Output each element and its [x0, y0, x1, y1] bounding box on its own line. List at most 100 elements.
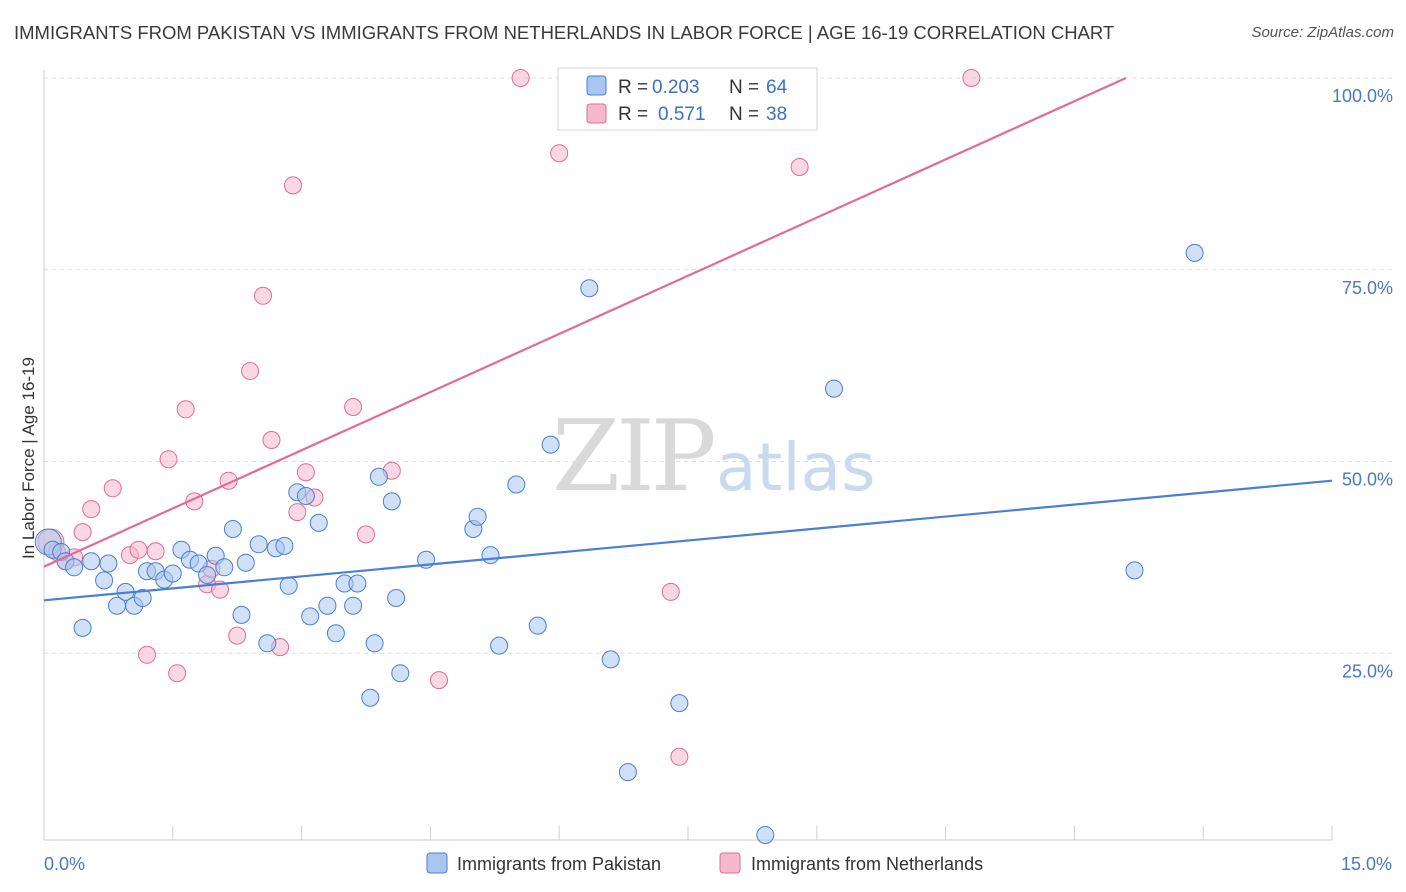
- x-tick-label-max: 15.0%: [1341, 854, 1392, 874]
- netherlands-point-25: [288, 503, 307, 522]
- source-credit: Source: ZipAtlas.com: [1251, 24, 1394, 41]
- watermark-atlas: atlas: [716, 429, 876, 506]
- legend-r-value-netherlands: 0.571: [658, 104, 706, 125]
- pakistan-point-41: [365, 634, 384, 653]
- netherlands-point-12: [168, 664, 187, 683]
- pakistan-point-27: [258, 634, 277, 653]
- y-tick-label-75: 75.0%: [1342, 278, 1393, 298]
- netherlands-trend-line: [43, 76, 1127, 568]
- x-tick-label-min: 0.0%: [44, 854, 85, 874]
- pakistan-trend-line: [43, 479, 1333, 602]
- legend-swatch-pakistan: [586, 75, 607, 96]
- netherlands-point-8: [129, 540, 148, 559]
- netherlands-point-37: [962, 69, 981, 87]
- x-axis-ticks: [43, 826, 1333, 840]
- pakistan-point-33: [301, 607, 320, 626]
- pakistan-points: [34, 243, 1204, 844]
- netherlands-point-24: [284, 176, 302, 195]
- bottom-legend-label-netherlands: Immigrants from Netherlands: [751, 854, 983, 874]
- pakistan-point-26: [249, 535, 268, 554]
- pakistan-point-30: [279, 576, 298, 595]
- legend-n-value-netherlands: 38: [766, 104, 787, 125]
- pakistan-point-24: [232, 605, 251, 624]
- pakistan-point-23: [223, 520, 242, 538]
- pakistan-point-52: [528, 616, 547, 635]
- netherlands-point-5: [82, 500, 101, 519]
- legend-n-label-netherlands: N =: [729, 104, 759, 125]
- pakistan-point-39: [348, 574, 367, 593]
- pakistan-point-35: [318, 596, 337, 615]
- pakistan-point-44: [387, 589, 406, 607]
- pakistan-point-12: [133, 589, 152, 607]
- trend-lines: [43, 76, 1333, 602]
- pakistan-point-51: [507, 475, 526, 494]
- pakistan-point-42: [369, 467, 388, 486]
- pakistan-point-45: [391, 664, 410, 683]
- pakistan-point-20: [198, 566, 217, 584]
- netherlands-point-10: [146, 542, 165, 561]
- netherlands-point-36: [790, 158, 809, 176]
- legend-r-label-pakistan: R =: [618, 77, 648, 98]
- netherlands-point-6: [103, 479, 122, 498]
- netherlands-point-11: [159, 450, 178, 469]
- y-tick-label-100: 100.0%: [1332, 86, 1393, 106]
- pakistan-point-4: [65, 558, 84, 577]
- chart-title: IMMIGRANTS FROM PAKISTAN VS IMMIGRANTS F…: [14, 22, 1115, 43]
- legend-r-value-pakistan: 0.203: [652, 77, 700, 98]
- pakistan-point-25: [236, 553, 255, 572]
- netherlands-point-32: [511, 69, 530, 87]
- netherlands-point-9: [138, 645, 156, 664]
- netherlands-point-35: [670, 747, 689, 766]
- netherlands-point-22: [262, 431, 281, 449]
- y-tick-label-25: 25.0%: [1342, 661, 1393, 681]
- pakistan-point-53: [541, 435, 560, 454]
- pakistan-point-16: [163, 564, 182, 583]
- pakistan-point-32: [296, 487, 315, 505]
- pakistan-point-5: [73, 618, 92, 637]
- pakistan-point-29: [275, 536, 294, 555]
- series-legend: Immigrants from Pakistan Immigrants from…: [426, 852, 983, 874]
- bottom-legend-swatch-netherlands: [719, 852, 741, 874]
- legend-swatch-netherlands: [586, 103, 607, 124]
- y-tick-label-50: 50.0%: [1342, 470, 1393, 490]
- y-axis-tick-labels: 25.0% 50.0% 75.0% 100.0%: [1332, 86, 1393, 681]
- pakistan-point-8: [99, 554, 118, 573]
- pakistan-point-57: [670, 694, 689, 713]
- gridlines: [44, 77, 1392, 654]
- pakistan-point-34: [309, 513, 328, 532]
- pakistan-point-59: [825, 379, 843, 398]
- pakistan-point-40: [361, 688, 380, 707]
- netherlands-point-19: [228, 626, 247, 645]
- netherlands-point-31: [430, 671, 448, 690]
- netherlands-point-4: [73, 523, 92, 542]
- pakistan-point-55: [601, 650, 620, 669]
- pakistan-point-6: [82, 552, 101, 571]
- bottom-legend-label-pakistan: Immigrants from Pakistan: [457, 854, 661, 874]
- netherlands-point-33: [550, 144, 569, 163]
- legend-n-label-pakistan: N =: [729, 77, 759, 98]
- legend-n-value-pakistan: 64: [766, 77, 788, 98]
- netherlands-points: [37, 69, 981, 766]
- netherlands-point-28: [344, 398, 363, 416]
- pakistan-point-22: [215, 558, 234, 577]
- netherlands-point-21: [254, 286, 272, 305]
- pakistan-point-61: [1185, 243, 1204, 262]
- pakistan-point-48: [468, 507, 487, 526]
- netherlands-point-26: [296, 463, 315, 482]
- pakistan-point-60: [1125, 561, 1144, 580]
- pakistan-point-56: [618, 763, 637, 782]
- y-axis-title: In Labor Force | Age 16-19: [19, 357, 38, 559]
- netherlands-point-20: [241, 362, 260, 380]
- pakistan-point-50: [490, 636, 509, 655]
- pakistan-point-58: [756, 826, 775, 844]
- netherlands-point-34: [661, 582, 680, 601]
- pakistan-point-36: [326, 624, 345, 643]
- pakistan-point-54: [580, 279, 599, 298]
- netherlands-point-13: [176, 400, 195, 419]
- pakistan-point-49: [481, 546, 500, 565]
- legend-r-label-netherlands: R =: [618, 104, 648, 125]
- watermark-zip: ZIP: [552, 400, 714, 514]
- bottom-legend-swatch-pakistan: [426, 852, 448, 874]
- pakistan-point-7: [95, 571, 114, 590]
